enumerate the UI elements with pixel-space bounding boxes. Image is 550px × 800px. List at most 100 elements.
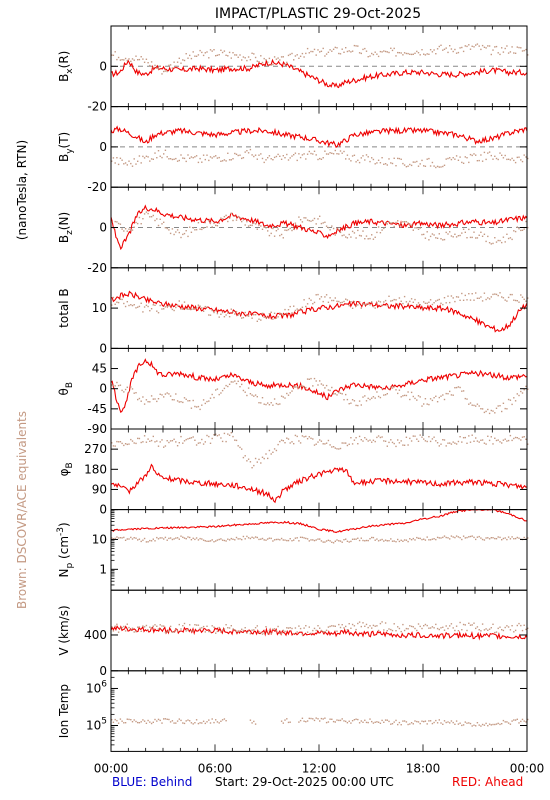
data-point — [119, 59, 122, 61]
data-point — [343, 720, 345, 722]
data-point — [327, 51, 330, 53]
data-point — [206, 625, 208, 627]
data-point — [305, 537, 307, 540]
data-point — [251, 629, 253, 631]
data-point — [497, 405, 499, 407]
data-point — [164, 306, 167, 308]
data-point — [478, 159, 480, 162]
data-point — [187, 719, 189, 721]
data-point — [355, 628, 357, 631]
data-point — [431, 51, 434, 53]
data-point — [450, 235, 453, 237]
data-point — [145, 211, 148, 213]
data-point — [234, 152, 236, 155]
data-point — [476, 722, 479, 724]
data-point — [164, 70, 167, 72]
data-point — [436, 627, 439, 630]
data-point — [183, 301, 186, 303]
data-point — [166, 70, 168, 73]
data-point — [509, 399, 512, 401]
data-point — [395, 541, 397, 543]
data-point — [201, 404, 203, 406]
data-point — [379, 232, 382, 234]
data-point — [521, 629, 524, 632]
data-point — [251, 154, 253, 156]
data-point — [362, 48, 364, 51]
data-point — [265, 317, 267, 319]
data-point — [426, 231, 428, 233]
data-point — [348, 403, 350, 405]
data-point — [268, 57, 271, 60]
data-point — [213, 396, 215, 399]
data-point — [131, 627, 134, 629]
data-point — [116, 440, 118, 443]
data-point — [435, 395, 437, 397]
data-point — [194, 624, 196, 626]
data-point — [497, 239, 499, 242]
data-point — [142, 218, 144, 220]
data-point — [346, 540, 349, 542]
footer-start: Start: 29-Oct-2025 00:00 UTC — [215, 775, 394, 789]
data-point — [296, 537, 298, 539]
y-axis-label: Bz(N) — [57, 212, 75, 243]
data-point — [143, 435, 146, 437]
data-point — [190, 722, 193, 724]
data-point — [197, 405, 200, 408]
data-point — [308, 150, 310, 153]
data-point — [388, 295, 390, 297]
data-point — [488, 45, 491, 47]
data-point — [442, 394, 444, 396]
data-point — [289, 305, 291, 308]
data-point — [473, 622, 475, 624]
data-point — [135, 392, 137, 394]
data-point — [130, 719, 132, 721]
data-point — [492, 443, 494, 445]
data-point — [221, 51, 224, 54]
x-tick-label: 06:00 — [198, 761, 233, 775]
data-point — [221, 539, 224, 541]
data-point — [121, 720, 123, 722]
data-point — [447, 51, 449, 54]
data-point — [123, 536, 125, 539]
data-point — [345, 538, 347, 540]
data-point — [365, 235, 368, 237]
data-point — [157, 312, 160, 314]
data-point — [202, 625, 205, 628]
data-point — [459, 436, 461, 438]
data-point — [124, 630, 127, 632]
data-point — [190, 156, 193, 158]
data-point — [289, 627, 291, 629]
data-point — [485, 722, 487, 725]
data-point — [176, 160, 179, 162]
data-point — [299, 536, 302, 538]
data-point — [506, 300, 508, 302]
data-point — [407, 165, 409, 167]
data-point — [192, 227, 194, 229]
data-point — [509, 293, 512, 296]
data-point — [346, 154, 349, 156]
data-point — [391, 441, 394, 444]
data-point — [220, 313, 222, 315]
series-ahead-line — [110, 204, 528, 251]
data-point — [416, 304, 418, 306]
data-point — [296, 159, 298, 162]
data-point — [371, 720, 373, 723]
data-point — [403, 720, 406, 722]
data-point — [306, 47, 309, 50]
data-point — [126, 443, 128, 446]
data-point — [322, 541, 324, 543]
data-point — [357, 159, 359, 161]
data-point — [407, 723, 409, 726]
data-point — [180, 435, 182, 438]
data-point — [256, 461, 258, 463]
data-point — [213, 311, 215, 314]
data-point — [282, 155, 284, 157]
data-point — [138, 538, 141, 540]
data-point — [190, 231, 193, 233]
data-point — [334, 46, 336, 49]
data-point — [509, 51, 512, 53]
data-point — [325, 153, 328, 155]
data-point — [445, 231, 447, 234]
data-point — [452, 50, 454, 53]
